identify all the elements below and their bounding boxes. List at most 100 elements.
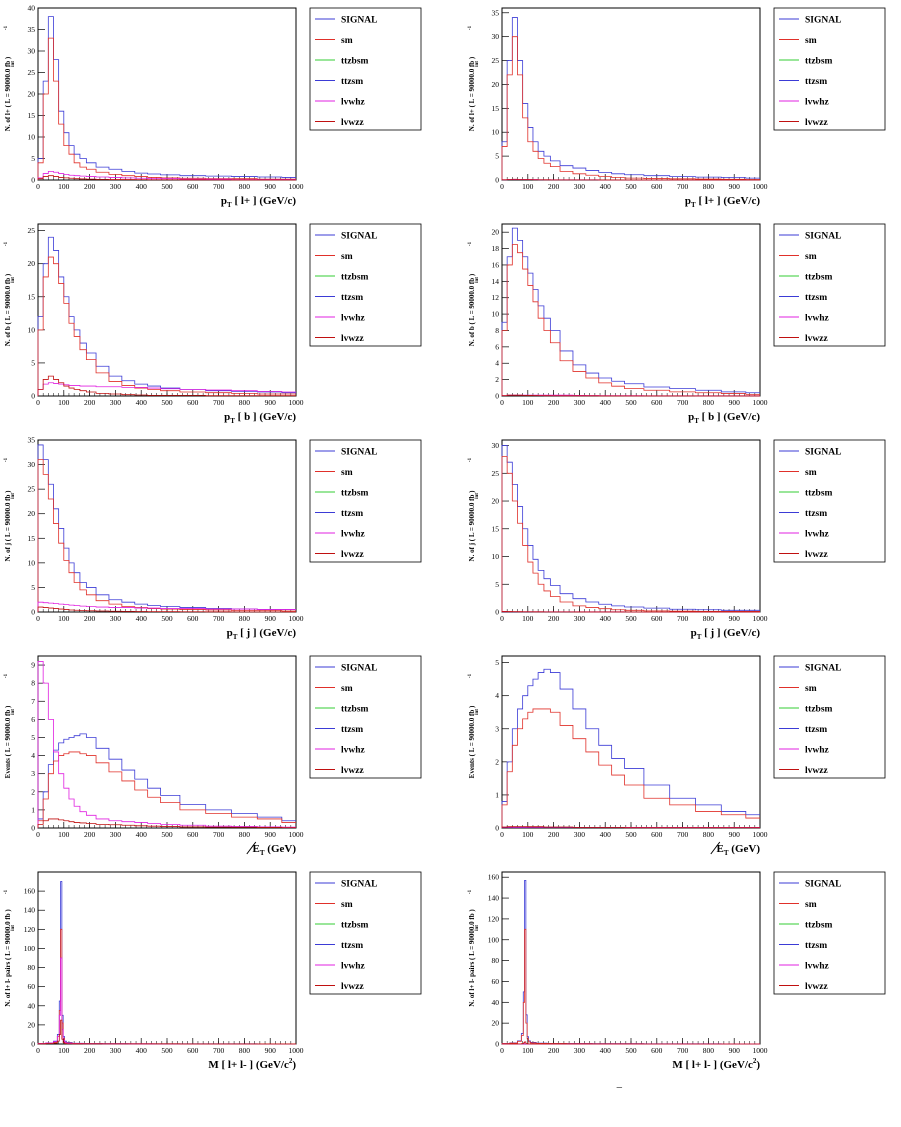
y-tick-label: 14 — [492, 277, 500, 286]
y-tick-label: 40 — [28, 4, 36, 13]
legend-entry-ttzsm: ttzsm — [805, 293, 827, 303]
y-tick-label: 0 — [31, 824, 35, 833]
y-tick-label: 0 — [495, 176, 499, 185]
x-axis-label-text: [ b ] (GeV/c) — [235, 411, 296, 423]
legend-entry-sm: sm — [341, 468, 353, 478]
x-axis-label-main: p — [224, 411, 230, 423]
y-tick-label: 140 — [488, 894, 500, 903]
x-tick-label: 900 — [265, 182, 277, 191]
x-tick-label: 1000 — [753, 1046, 768, 1055]
x-tick-label: 300 — [110, 614, 122, 623]
x-tick-label: 800 — [239, 1046, 251, 1055]
legend-entry-ttzsm: ttzsm — [341, 77, 363, 87]
series-lvwzz — [501, 394, 760, 397]
legend-entry-lvwzz: lvwzz — [805, 766, 828, 776]
y-tick-label: 6 — [495, 342, 499, 351]
x-axis-label-superscript: 2 — [753, 1057, 757, 1065]
legend-entry-lvwhz: lvwhz — [805, 962, 830, 972]
legend-box — [773, 223, 886, 347]
y-tick-label: 0 — [495, 392, 499, 401]
x-axis-label-subscript: T — [697, 633, 702, 641]
x-axis-label: pT [ b ] (GeV/c) — [688, 411, 760, 425]
y-tick-label: 1 — [31, 805, 35, 814]
x-tick-label: 100 — [58, 398, 70, 407]
x-tick-label: 400 — [136, 182, 148, 191]
x-tick-label: 1000 — [289, 182, 304, 191]
y-axis-label-subscript: int — [11, 709, 16, 715]
y-tick-label: 100 — [488, 935, 500, 944]
y-tick-label: 10 — [28, 133, 36, 142]
x-tick-label: 100 — [522, 182, 534, 191]
chart-panel-3: 0 5 10 15 20 25 0 100 200 300 400 500 600 700 800 900 10… — [4, 223, 422, 425]
series-sm — [501, 928, 760, 1045]
y-tick-label: 15 — [28, 111, 36, 120]
x-tick-label: 200 — [84, 182, 96, 191]
legend-entry-sm: sm — [805, 252, 817, 262]
series-sm — [37, 751, 296, 828]
series-lvwzz — [37, 818, 296, 829]
legend-entry-ttzsm: ttzsm — [805, 941, 827, 951]
y-tick-label: 9 — [31, 661, 35, 670]
legend-entry-SIGNAL: SIGNAL — [805, 232, 841, 242]
legend-entry-ttzsm: ttzsm — [805, 509, 827, 519]
y-tick-label: 20 — [28, 509, 36, 518]
legend-box — [309, 223, 422, 347]
x-axis-label-text: (GeV) — [729, 843, 761, 855]
y-tick-label: 20 — [492, 1019, 500, 1028]
y-axis-label-subscript: int — [11, 493, 16, 499]
y-tick-label: 15 — [28, 292, 36, 301]
y-tick-label: 3 — [31, 769, 35, 778]
y-tick-label: 0 — [31, 176, 35, 185]
series-lvwzz — [501, 611, 760, 613]
legend-box — [309, 7, 422, 131]
y-axis-label-superscript: -1 — [4, 673, 9, 678]
series-ttzsm — [37, 236, 296, 396]
x-tick-label: 500 — [625, 614, 637, 623]
y-axis-label-subscript: int — [475, 277, 480, 283]
plot-frame — [501, 655, 761, 829]
x-axis-label-subscript: T — [724, 849, 729, 857]
y-tick-label: 140 — [24, 906, 36, 915]
x-tick-label: 0 — [500, 1046, 504, 1055]
x-axis-label-subscript: T — [227, 201, 232, 209]
y-tick-label: 1 — [495, 790, 499, 799]
x-tick-label: 600 — [651, 398, 663, 407]
y-axis-label-superscript: -1 — [468, 25, 473, 30]
y-axis-label: N. of l+ l- pairs ( L = 90000.0 fb ) — [468, 909, 476, 1007]
legend-entry-lvwzz: lvwzz — [805, 334, 828, 344]
legend-box — [773, 439, 886, 563]
y-axis-label-superscript: -1 — [4, 25, 9, 30]
y-tick-label: 0 — [31, 1040, 35, 1049]
x-tick-label: 900 — [729, 614, 741, 623]
y-axis-label: N. of b ( L = 90000.0 fb ) — [4, 273, 12, 346]
y-axis-label-subscript: int — [11, 277, 16, 283]
chart-panel-5: 0 5 10 15 20 25 30 35 0 100 200 300 400 500 600 700 800 9… — [4, 436, 422, 641]
series-ttzsm — [501, 445, 760, 612]
x-tick-label: 500 — [625, 830, 637, 839]
plot-frame — [37, 871, 297, 1045]
y-axis-label-subscript: int — [11, 925, 16, 931]
x-axis-label-subscript: T — [694, 417, 699, 425]
y-tick-label: 6 — [31, 715, 35, 724]
x-tick-label: 1000 — [289, 614, 304, 623]
legend-entry-SIGNAL: SIGNAL — [805, 664, 841, 674]
x-axis-label: ET (GeV) — [717, 843, 761, 857]
x-tick-label: 700 — [677, 182, 689, 191]
y-axis-label-superscript: -1 — [4, 889, 9, 894]
series-lvwzz — [37, 175, 296, 181]
y-tick-label: 2 — [31, 787, 35, 796]
legend-entry-sm: sm — [805, 468, 817, 478]
x-tick-label: 100 — [522, 1046, 534, 1055]
series-lvwzz — [37, 1019, 296, 1045]
legend-entry-SIGNAL: SIGNAL — [341, 880, 377, 890]
legend-entry-ttzbsm: ttzbsm — [341, 57, 369, 67]
y-tick-label: 18 — [492, 244, 500, 253]
y-tick-label: 8 — [31, 679, 35, 688]
x-axis-label-main: M — [672, 1059, 683, 1071]
series-sm — [37, 256, 296, 396]
legend-entry-lvwzz: lvwzz — [805, 118, 828, 128]
x-tick-label: 1000 — [289, 830, 304, 839]
legend-entry-ttzbsm: ttzbsm — [341, 705, 369, 715]
x-tick-label: 0 — [500, 830, 504, 839]
legend-entry-lvwzz: lvwzz — [805, 550, 828, 560]
